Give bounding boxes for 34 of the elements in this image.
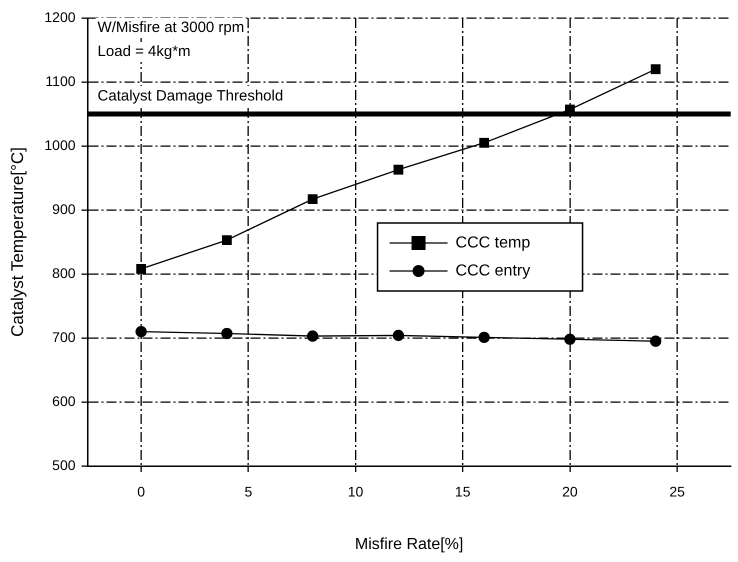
point bbox=[650, 336, 662, 347]
point bbox=[221, 328, 233, 340]
point bbox=[392, 330, 404, 342]
point bbox=[222, 235, 232, 245]
x-tick-label: 0 bbox=[137, 483, 146, 500]
y-axis-title: Catalyst Temperature[°C] bbox=[8, 147, 27, 337]
y-tick-label: 700 bbox=[52, 328, 76, 345]
x-tick-label: 5 bbox=[244, 483, 252, 500]
point bbox=[136, 264, 146, 274]
x-tick-label: 15 bbox=[454, 483, 471, 500]
x-tick-label: 20 bbox=[562, 483, 578, 500]
annotation: W/Misfire at 3000 rpm bbox=[98, 19, 244, 36]
ref-line-label: Catalyst Damage Threshold bbox=[98, 88, 284, 105]
annotation: Load = 4kg*m bbox=[98, 43, 191, 60]
point bbox=[394, 164, 404, 175]
y-tick-label: 1200 bbox=[44, 8, 76, 25]
y-tick-label: 1100 bbox=[45, 72, 76, 89]
legend-label: CCC entry bbox=[456, 262, 530, 280]
point bbox=[564, 334, 576, 345]
y-tick-label: 500 bbox=[52, 456, 76, 473]
x-tick-label: 10 bbox=[348, 483, 364, 500]
y-tick-label: 900 bbox=[52, 200, 76, 217]
y-tick-label: 600 bbox=[52, 392, 76, 409]
legend-label: CCC temp bbox=[456, 234, 530, 252]
point bbox=[307, 330, 318, 342]
point bbox=[308, 194, 318, 204]
point bbox=[650, 64, 661, 74]
point bbox=[479, 138, 490, 148]
point bbox=[135, 326, 147, 338]
x-tick-label: 25 bbox=[669, 483, 686, 500]
x-axis-title: Misfire Rate[%] bbox=[354, 536, 464, 553]
point bbox=[478, 332, 490, 344]
y-tick-label: 800 bbox=[52, 264, 76, 281]
y-tick-label: 1000 bbox=[44, 136, 76, 153]
